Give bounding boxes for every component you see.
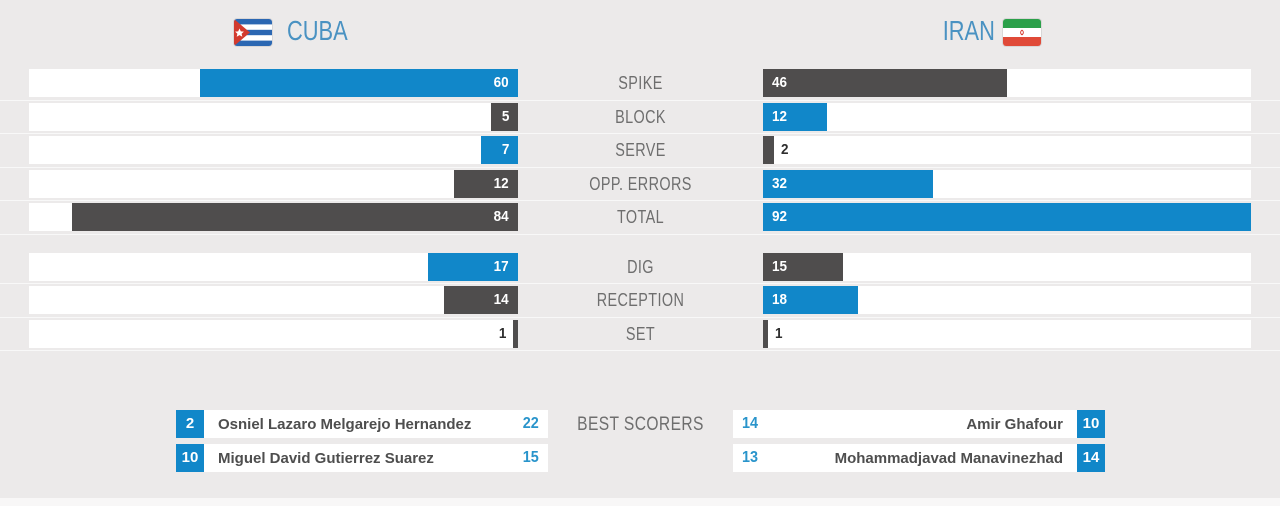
iran-team-title: IRAN [942, 15, 995, 46]
stat-label-dig: DIG [627, 256, 654, 277]
cuba-set-value: 1 [498, 324, 506, 342]
cuba-dig-value: 17 [493, 257, 509, 275]
cuba-scorer-1-jersey-badge: 2 [176, 410, 204, 438]
iran-scorer-row-1: 14 Amir Ghafour 10 [733, 410, 1105, 438]
cuba-set-bar [513, 319, 518, 348]
cuba-serve-bar-track: 7 [29, 136, 518, 164]
iran-scorer-1-badge: 10 [1077, 410, 1105, 438]
iran-block-value: 12 [772, 107, 788, 125]
iran-dig-bar-track: 15 [763, 252, 1251, 281]
iran-block-bar [763, 102, 827, 131]
iran-total-value: 92 [772, 208, 788, 225]
stat-row-set: 1 SET 1 [0, 319, 1280, 351]
iran-serve-value: 2 [781, 141, 789, 158]
iran-scorer-2-name: Mohammadjavad Manavinezhad [834, 449, 1063, 467]
iran-serve-bar-track: 2 [763, 136, 1251, 164]
stat-label-opp-errors: OPP. ERRORS [589, 173, 692, 194]
cuba-scorer-2-name: Miguel David Gutierrez Suarez [218, 449, 434, 467]
iran-scorer-row-2: 13 Mohammadjavad Manavinezhad 14 [733, 444, 1105, 472]
iran-block-bar-track: 12 [763, 102, 1251, 131]
iran-spike-bar [763, 69, 1007, 97]
iran-flag-icon [1003, 19, 1041, 46]
cuba-block-value: 5 [501, 107, 509, 125]
cuba-block-bar-track: 5 [29, 102, 518, 131]
cuba-scorer-2-jersey-badge: 10 [176, 444, 204, 472]
cuba-scorer-2-points: 15 [522, 449, 539, 466]
stat-row-total: 84 TOTAL 92 [0, 203, 1280, 235]
iran-total-bar [763, 203, 1251, 231]
iran-opp-errors-value: 32 [772, 174, 788, 192]
cuba-total-value: 84 [493, 208, 509, 225]
stat-label-spike: SPIKE [618, 73, 663, 93]
cuba-reception-bar [444, 286, 518, 314]
iran-opp-errors-bar [763, 169, 933, 198]
cuba-opp-errors-bar [454, 169, 518, 198]
cuba-spike-value: 60 [493, 74, 509, 91]
cuba-set-bar-track: 1 [29, 319, 518, 348]
iran-scorer-1-number: 14 [742, 415, 759, 432]
iran-reception-value: 18 [772, 291, 788, 308]
iran-spike-value: 46 [772, 74, 788, 91]
cuba-scorer-row-2: 10 Miguel David Gutierrez Suarez 15 [176, 444, 548, 472]
cuba-dig-bar [428, 252, 518, 281]
stats-bar-chart: 60 SPIKE 46 5 BLOCK 12 7 SERV [0, 69, 1280, 353]
cuba-block-bar [491, 102, 518, 131]
iran-reception-bar [763, 286, 858, 314]
cuba-total-bar-track: 84 [29, 203, 518, 231]
best-scorers-title: BEST SCORERS [577, 414, 704, 435]
iran-total-bar-track: 92 [763, 203, 1251, 231]
cuba-opp-errors-bar-track: 12 [29, 169, 518, 198]
iran-scorer-2-badge: 14 [1077, 444, 1105, 472]
iran-set-bar-track: 1 [763, 319, 1251, 348]
stat-row-dig: 17 DIG 15 [0, 252, 1280, 284]
iran-scorer-2-number: 13 [742, 449, 759, 466]
iran-opp-errors-bar-track: 32 [763, 169, 1251, 198]
cuba-scorer-row-1: 2 Osniel Lazaro Melgarejo Hernandez 22 [176, 410, 548, 438]
stat-label-set: SET [625, 323, 656, 344]
iran-spike-bar-track: 46 [763, 69, 1251, 97]
stat-label-total: TOTAL [616, 207, 665, 227]
stat-label-block: BLOCK [615, 106, 666, 127]
stat-row-opp-errors: 12 OPP. ERRORS 32 [0, 169, 1280, 201]
cuba-team-title: CUBA [287, 15, 348, 46]
cuba-spike-bar [200, 69, 518, 97]
cuba-opp-errors-value: 12 [493, 174, 509, 192]
iran-set-value: 1 [775, 324, 783, 342]
iran-dig-value: 15 [772, 257, 788, 275]
cuba-flag-icon [234, 19, 272, 46]
stat-label-reception: RECEPTION [596, 290, 685, 310]
stat-label-serve: SERVE [615, 140, 666, 160]
bottom-divider [0, 498, 1280, 506]
cuba-serve-bar [481, 136, 518, 164]
cuba-scorer-1-name: Osniel Lazaro Melgarejo Hernandez [218, 415, 472, 433]
stat-row-block: 5 BLOCK 12 [0, 102, 1280, 134]
stat-row-reception: 14 RECEPTION 18 [0, 286, 1280, 318]
cuba-reception-value: 14 [493, 291, 509, 308]
iran-dig-bar [763, 252, 843, 281]
iran-set-bar [763, 319, 768, 348]
cuba-serve-value: 7 [501, 141, 509, 158]
stat-row-spike: 60 SPIKE 46 [0, 69, 1280, 101]
iran-reception-bar-track: 18 [763, 286, 1251, 314]
cuba-spike-bar-track: 60 [29, 69, 518, 97]
cuba-dig-bar-track: 17 [29, 252, 518, 281]
iran-serve-bar [763, 136, 774, 164]
cuba-reception-bar-track: 14 [29, 286, 518, 314]
cuba-total-bar [72, 203, 518, 231]
cuba-scorer-1-points: 22 [522, 415, 539, 432]
stat-row-serve: 7 SERVE 2 [0, 136, 1280, 168]
iran-scorer-1-name: Amir Ghafour [966, 415, 1063, 433]
